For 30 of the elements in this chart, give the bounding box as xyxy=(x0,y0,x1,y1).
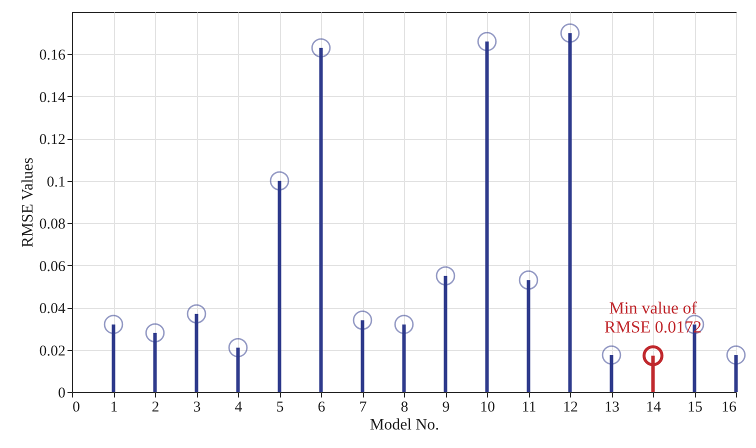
x-tick-label: 14 xyxy=(646,400,662,416)
x-tick-label: 15 xyxy=(688,400,702,416)
x-tick-label: 7 xyxy=(359,400,368,416)
x-tick-label: 10 xyxy=(480,400,495,416)
x-tick-label: 13 xyxy=(604,400,620,416)
annotation: Min value of RMSE 0.0172 xyxy=(604,298,702,337)
x-tick-label: 11 xyxy=(522,400,536,416)
x-tick-label: 8 xyxy=(400,400,408,416)
y-tick-label: 0.08 xyxy=(39,216,66,233)
y-tick-label: 0 xyxy=(58,386,66,402)
y-tick-label: 0.04 xyxy=(39,301,66,318)
y-axis-title: RMSE Values xyxy=(19,158,36,248)
x-tick-label: 1 xyxy=(110,400,118,416)
x-tick-label: 2 xyxy=(152,400,160,416)
x-tick-label: 5 xyxy=(276,400,284,416)
y-tick-label: 0.12 xyxy=(39,132,66,148)
y-tick-label: 0.14 xyxy=(39,90,66,106)
y-tick-label: 0.1 xyxy=(46,174,66,190)
x-tick-label: 9 xyxy=(442,400,450,416)
point xyxy=(642,345,664,366)
x-tick-label: 4 xyxy=(234,400,243,416)
y-tick-label: 0.06 xyxy=(39,258,66,275)
x-tick-label: 16 xyxy=(722,400,737,416)
y-tick-label: 0.16 xyxy=(39,48,66,64)
y-tick-label: 0.02 xyxy=(39,343,66,360)
x-tick-label: 0 xyxy=(72,400,80,416)
x-tick-label: 3 xyxy=(193,400,201,416)
x-tick-label: 12 xyxy=(563,400,578,416)
x-tick-label: 6 xyxy=(318,400,326,416)
x-axis-title: Model No. xyxy=(370,416,440,434)
